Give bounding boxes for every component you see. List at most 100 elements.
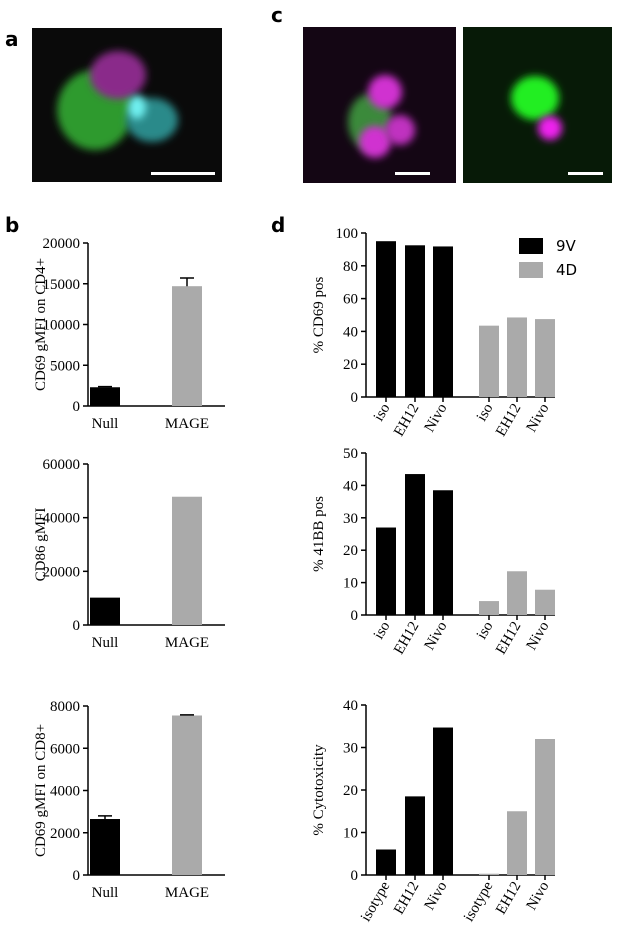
bar	[507, 811, 527, 875]
bar	[172, 715, 202, 875]
x-tick-label: Nivo	[422, 879, 451, 913]
error-bar	[98, 385, 112, 388]
y-tick-label: 30	[343, 511, 358, 527]
error-bar	[98, 815, 112, 820]
y-tick-label: 20000	[43, 236, 81, 252]
y-axis-label: % 41BB pos	[311, 496, 327, 572]
x-tick-label: isotype	[358, 879, 394, 925]
bar	[535, 319, 555, 397]
y-axis-label: CD69 gMFI on CD8+	[33, 724, 49, 857]
y-tick-label: 5000	[50, 358, 80, 374]
x-tick-label: Nivo	[524, 619, 553, 653]
bar	[535, 589, 555, 615]
bar	[405, 474, 425, 615]
y-tick-label: 0	[73, 399, 81, 415]
error-bar	[180, 714, 194, 716]
y-tick-label: 100	[336, 226, 359, 242]
panel-label: c	[271, 3, 283, 27]
y-tick-label: 10000	[43, 318, 81, 334]
x-tick-label: EH12	[493, 401, 524, 439]
x-tick-label: iso	[474, 619, 497, 642]
bar	[535, 739, 555, 875]
y-tick-label: 60000	[43, 457, 81, 473]
y-tick-label: 10	[343, 576, 358, 592]
y-tick-label: 20000	[43, 564, 81, 580]
bar	[376, 241, 396, 397]
panel-label: d	[271, 213, 285, 237]
y-tick-label: 20	[343, 357, 358, 373]
bar	[376, 849, 396, 875]
y-axis-label: CD86 gMFI	[33, 508, 49, 582]
y-tick-label: 60	[343, 292, 358, 308]
error-bar	[180, 277, 194, 287]
x-tick-label: Nivo	[524, 401, 553, 435]
y-axis-label: % Cytotoxicity	[311, 744, 327, 836]
bar	[479, 873, 499, 875]
y-tick-label: 10	[343, 826, 358, 842]
y-tick-label: 0	[351, 608, 359, 624]
y-tick-label: 20	[343, 543, 358, 559]
x-tick-label: MAGE	[165, 885, 209, 901]
x-tick-label: EH12	[493, 619, 524, 657]
legend-swatch	[519, 262, 543, 278]
x-tick-label: iso	[371, 619, 394, 642]
panel-label: b	[5, 213, 19, 237]
legend-label: 4D	[556, 261, 577, 279]
micrograph	[303, 27, 456, 183]
y-tick-label: 4000	[50, 784, 80, 800]
bar	[90, 597, 120, 625]
bar	[405, 796, 425, 875]
x-tick-label: EH12	[391, 879, 422, 917]
y-axis-label: % CD69 pos	[311, 277, 327, 354]
y-tick-label: 40	[343, 478, 358, 494]
x-tick-label: isotype	[461, 879, 497, 925]
x-tick-label: iso	[371, 401, 394, 424]
bar	[479, 325, 499, 397]
bar	[433, 246, 453, 397]
x-tick-label: Nivo	[422, 401, 451, 435]
legend-label: 9V	[556, 237, 577, 255]
x-tick-label: iso	[474, 401, 497, 424]
x-tick-label: MAGE	[165, 635, 209, 651]
x-tick-label: Nivo	[422, 619, 451, 653]
y-axis-label: CD69 gMFI on CD4+	[33, 258, 49, 391]
bar	[433, 727, 453, 875]
y-tick-label: 0	[351, 868, 359, 884]
y-tick-label: 6000	[50, 741, 80, 757]
y-tick-label: 50	[343, 446, 358, 462]
y-tick-label: 2000	[50, 826, 80, 842]
y-tick-label: 40	[343, 324, 358, 340]
bar	[376, 527, 396, 615]
x-tick-label: EH12	[493, 879, 524, 917]
x-tick-label: Null	[92, 635, 119, 651]
bar	[405, 245, 425, 397]
x-tick-label: EH12	[391, 401, 422, 439]
y-tick-label: 8000	[50, 699, 80, 715]
y-tick-label: 15000	[43, 277, 81, 293]
x-tick-label: MAGE	[165, 416, 209, 432]
bar	[507, 317, 527, 397]
x-tick-label: Nivo	[524, 879, 553, 913]
y-tick-label: 0	[73, 868, 81, 884]
bar	[172, 286, 202, 406]
bar	[172, 496, 202, 625]
y-tick-label: 80	[343, 259, 358, 275]
x-tick-label: Null	[92, 416, 119, 432]
legend-swatch	[519, 238, 543, 254]
y-tick-label: 0	[73, 618, 81, 634]
bar	[90, 819, 120, 875]
panel-label: a	[5, 27, 19, 51]
micrograph	[463, 27, 612, 183]
bar	[507, 571, 527, 615]
bar	[433, 490, 453, 615]
y-tick-label: 40000	[43, 511, 81, 527]
bar	[479, 601, 499, 615]
micrograph	[32, 28, 222, 182]
x-tick-label: Null	[92, 885, 119, 901]
bar	[90, 387, 120, 406]
y-tick-label: 30	[343, 741, 358, 757]
y-tick-label: 0	[351, 390, 359, 406]
y-tick-label: 20	[343, 783, 358, 799]
y-tick-label: 40	[343, 698, 358, 714]
